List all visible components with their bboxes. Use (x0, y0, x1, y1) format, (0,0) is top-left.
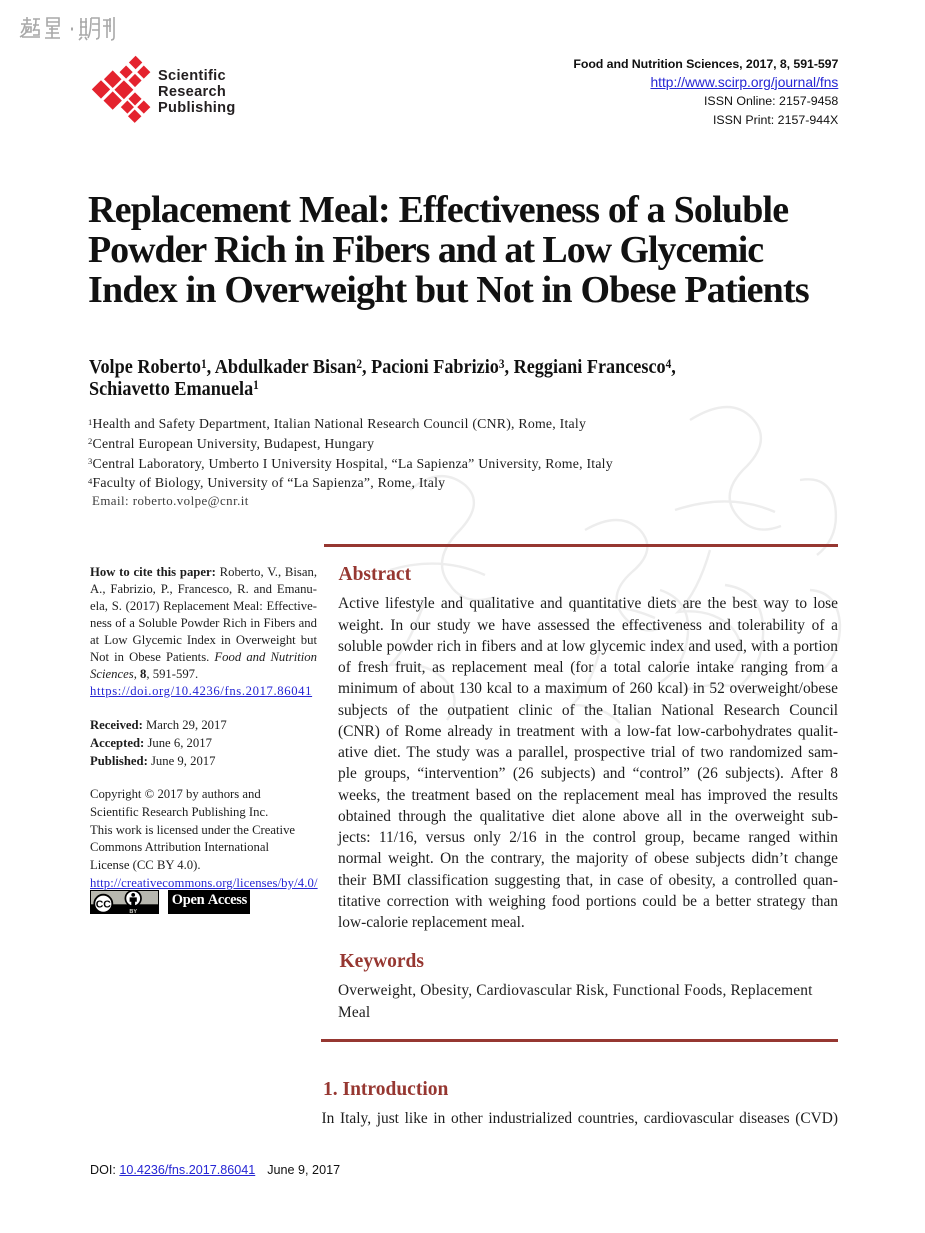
svg-text:BY: BY (129, 909, 137, 914)
svg-text:CC: CC (96, 899, 112, 911)
